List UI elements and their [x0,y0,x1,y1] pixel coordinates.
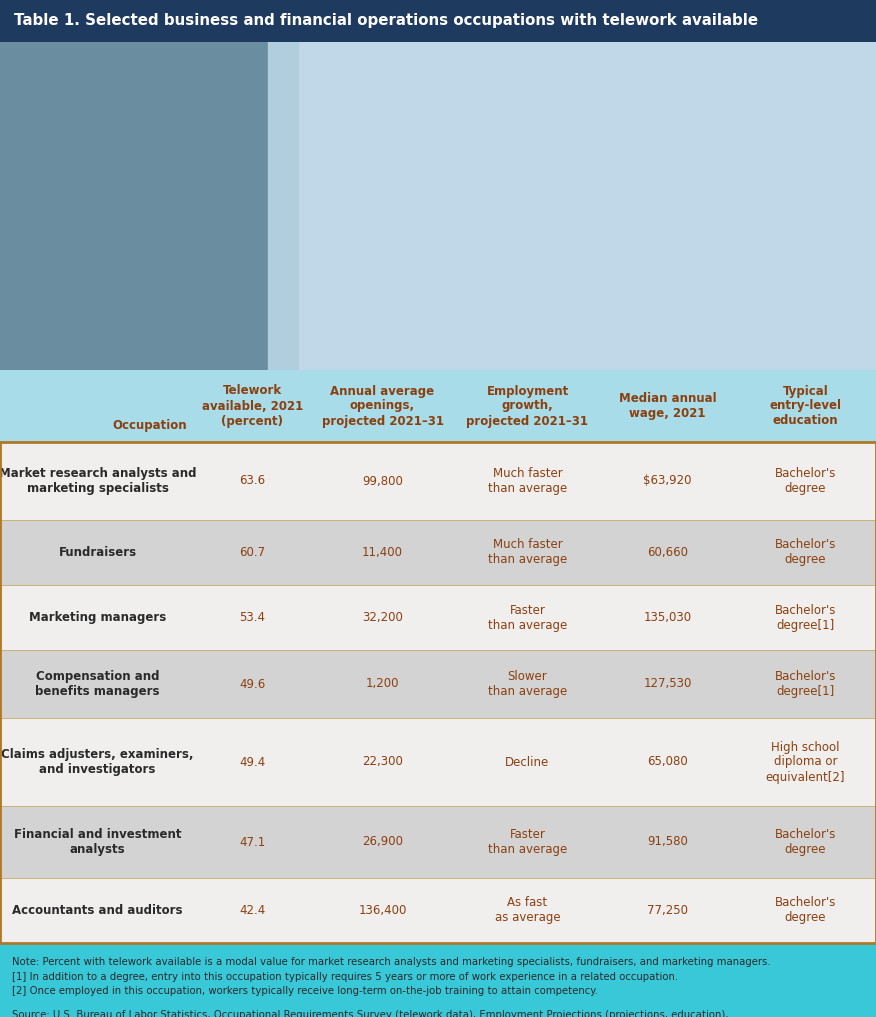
Text: Table 1. Selected business and financial operations occupations with telework av: Table 1. Selected business and financial… [14,13,758,28]
Bar [0,806,876,878]
Text: Slower
than average: Slower than average [488,670,567,698]
Text: 47.1: 47.1 [239,836,265,848]
Text: High school
diploma or
equivalent[2]: High school diploma or equivalent[2] [766,740,845,783]
Text: Fundraisers: Fundraisers [59,546,137,559]
Bar [0,585,876,650]
Text: Financial and investment
analysts: Financial and investment analysts [14,828,181,856]
Text: 135,030: 135,030 [644,611,691,624]
Text: 77,250: 77,250 [647,904,688,917]
Bar [0,42,280,370]
Text: 136,400: 136,400 [358,904,406,917]
Bar [0,442,876,943]
Text: Compensation and
benefits managers: Compensation and benefits managers [35,670,159,698]
Text: [1] In addition to a degree, entry into this occupation typically requires 5 yea: [1] In addition to a degree, entry into … [12,971,678,981]
Text: Occupation: Occupation [112,419,187,432]
Text: 49.4: 49.4 [239,756,265,769]
Text: 127,530: 127,530 [643,677,692,691]
Text: 1,200: 1,200 [366,677,399,691]
Text: 63.6: 63.6 [239,475,265,487]
Bar [0,0,876,42]
Text: 60.7: 60.7 [239,546,265,559]
Text: 60,660: 60,660 [647,546,688,559]
Text: Median annual
wage, 2021: Median annual wage, 2021 [618,392,717,420]
Text: 26,900: 26,900 [362,836,403,848]
Bar [0,520,876,585]
Text: Bachelor's
degree: Bachelor's degree [774,538,837,566]
Text: 49.6: 49.6 [239,677,265,691]
Text: 99,800: 99,800 [362,475,403,487]
Text: Faster
than average: Faster than average [488,828,567,856]
Text: $63,920: $63,920 [643,475,692,487]
Text: Source: U.S. Bureau of Labor Statistics, Occupational Requirements Survey (telew: Source: U.S. Bureau of Labor Statistics,… [12,1011,729,1017]
Text: 22,300: 22,300 [362,756,403,769]
Text: Market research analysts and
marketing specialists: Market research analysts and marketing s… [0,467,196,495]
Text: Bachelor's
degree: Bachelor's degree [774,467,837,495]
Text: Bachelor's
degree[1]: Bachelor's degree[1] [774,670,837,698]
Text: Bachelor's
degree[1]: Bachelor's degree[1] [774,603,837,632]
Text: Much faster
than average: Much faster than average [488,467,567,495]
Bar [0,943,876,1017]
Bar [0,650,876,718]
Text: Bachelor's
degree: Bachelor's degree [774,897,837,924]
Text: 91,580: 91,580 [647,836,688,848]
Bar [0,42,876,370]
Text: As fast
as average: As fast as average [495,897,561,924]
Text: Annual average
openings,
projected 2021–31: Annual average openings, projected 2021–… [321,384,443,427]
Bar [0,718,876,806]
Bar [0,442,876,520]
Text: Marketing managers: Marketing managers [29,611,166,624]
Text: 11,400: 11,400 [362,546,403,559]
Bar [0,878,876,943]
Text: 32,200: 32,200 [362,611,403,624]
Text: Claims adjusters, examiners,
and investigators: Claims adjusters, examiners, and investi… [1,747,194,776]
Bar [280,42,876,370]
Text: 65,080: 65,080 [647,756,688,769]
Text: Accountants and auditors: Accountants and auditors [12,904,183,917]
Bar [0,370,876,442]
Text: 53.4: 53.4 [239,611,265,624]
Text: [2] Once employed in this occupation, workers typically receive long-term on-the: [2] Once employed in this occupation, wo… [12,986,598,996]
Text: Much faster
than average: Much faster than average [488,538,567,566]
Text: Typical
entry-level
education: Typical entry-level education [769,384,842,427]
Text: Note: Percent with telework available is a modal value for market research analy: Note: Percent with telework available is… [12,957,771,967]
Text: Bachelor's
degree: Bachelor's degree [774,828,837,856]
Text: Employment
growth,
projected 2021–31: Employment growth, projected 2021–31 [467,384,589,427]
Text: Faster
than average: Faster than average [488,603,567,632]
Text: Decline: Decline [505,756,549,769]
Text: Telework
available, 2021
(percent): Telework available, 2021 (percent) [201,384,303,427]
Text: 42.4: 42.4 [239,904,265,917]
